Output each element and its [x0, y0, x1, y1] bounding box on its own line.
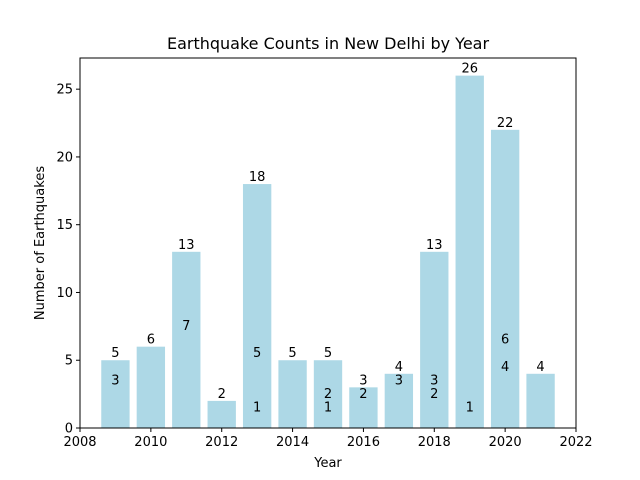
bar-data-label: 4	[536, 360, 544, 375]
x-tick-label: 2022	[559, 435, 592, 450]
bar-data-label: 13	[178, 238, 195, 253]
bar-2016	[349, 387, 378, 428]
bar-2019	[455, 75, 484, 428]
bar-data-label: 2	[430, 387, 438, 402]
bars-group	[101, 75, 555, 429]
bar-2018	[420, 251, 449, 428]
bar-2021	[526, 373, 555, 428]
bar-data-label: 3	[395, 373, 403, 388]
x-tick-label: 2010	[134, 435, 167, 450]
bar-2010	[136, 346, 166, 428]
bar-data-label: 2	[218, 387, 226, 402]
bar-2014	[278, 360, 307, 428]
bar-data-label: 7	[182, 319, 190, 334]
bar-data-label: 3	[359, 373, 367, 388]
x-tick-label: 2014	[276, 435, 309, 450]
bar-2013	[242, 184, 272, 428]
bar-data-label: 26	[461, 62, 478, 77]
bar-2011	[172, 251, 201, 428]
x-axis-ticks: 2008 2010 2012 2014 2016 2018 2020 2022	[63, 428, 593, 450]
bar-data-label: 1	[253, 400, 261, 415]
x-tick-label: 2018	[418, 435, 451, 450]
bar-data-label: 3	[430, 373, 438, 388]
bar-data-label: 5	[324, 346, 332, 361]
bar-data-label: 1	[466, 400, 474, 415]
bar-data-label: 3	[111, 373, 119, 388]
y-tick-label: 15	[56, 218, 73, 233]
bar-data-label: 6	[147, 333, 155, 348]
x-tick-label: 2012	[205, 435, 238, 450]
x-tick-label: 2008	[63, 435, 96, 450]
bar-data-label: 6	[501, 333, 509, 348]
bar-data-label: 1	[324, 400, 332, 415]
y-axis-ticks: 0 5 10 15 20 25	[56, 83, 80, 437]
chart-title: Earthquake Counts in New Delhi by Year	[167, 34, 490, 53]
y-axis-label: Number of Earthquakes	[33, 166, 48, 320]
x-tick-label: 2016	[347, 435, 380, 450]
y-tick-label: 20	[56, 150, 73, 165]
bar-2020	[490, 129, 520, 429]
bar-2012	[207, 400, 236, 428]
y-tick-label: 25	[56, 83, 73, 98]
bar-data-label: 4	[501, 360, 509, 375]
bar-2015	[313, 360, 343, 428]
bar-data-label: 2	[359, 387, 367, 402]
y-tick-label: 5	[65, 354, 73, 369]
x-tick-label: 2020	[489, 435, 522, 450]
bar-data-label: 2	[324, 387, 332, 402]
bar-data-label: 18	[249, 170, 266, 185]
bar-data-label: 5	[253, 346, 261, 361]
bar-2017	[384, 373, 414, 428]
bar-2009	[101, 360, 130, 428]
x-axis-label: Year	[313, 456, 342, 471]
bar-data-label: 22	[497, 116, 514, 131]
y-tick-label: 10	[56, 286, 73, 301]
bar-data-label: 5	[288, 346, 296, 361]
y-tick-label: 0	[65, 422, 73, 437]
bar-data-label: 13	[426, 238, 443, 253]
plot-frame	[79, 57, 577, 429]
bar-data-label: 5	[111, 346, 119, 361]
bar-data-label: 4	[395, 360, 403, 375]
